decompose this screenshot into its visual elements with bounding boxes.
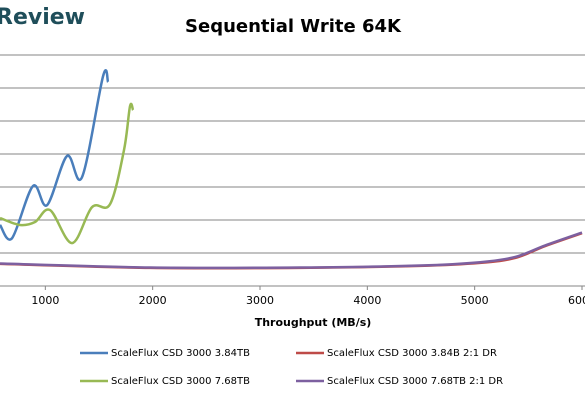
series-line (0, 231, 583, 270)
logo: Review (0, 5, 85, 30)
legend-label: ScaleFlux CSD 3000 7.68TB 2:1 DR (327, 376, 503, 387)
x-tick-label: 2000 (139, 294, 167, 307)
legend-label: ScaleFlux CSD 3000 7.68TB (111, 376, 250, 387)
x-tick-label: 4000 (353, 294, 381, 307)
legend-label: ScaleFlux CSD 3000 3.84TB (111, 348, 250, 359)
chart-title: Sequential Write 64K (185, 16, 402, 37)
x-tick-label: 1000 (31, 294, 59, 307)
legend-label: ScaleFlux CSD 3000 3.84B 2:1 DR (327, 348, 497, 359)
series-line (0, 102, 135, 245)
series-line (0, 232, 583, 270)
x-tick-label: 6000 (568, 294, 585, 307)
x-tick-label: 3000 (246, 294, 274, 307)
series-line (0, 68, 110, 241)
x-axis-label: Throughput (MB/s) (255, 316, 372, 329)
x-tick-label: 5000 (461, 294, 489, 307)
